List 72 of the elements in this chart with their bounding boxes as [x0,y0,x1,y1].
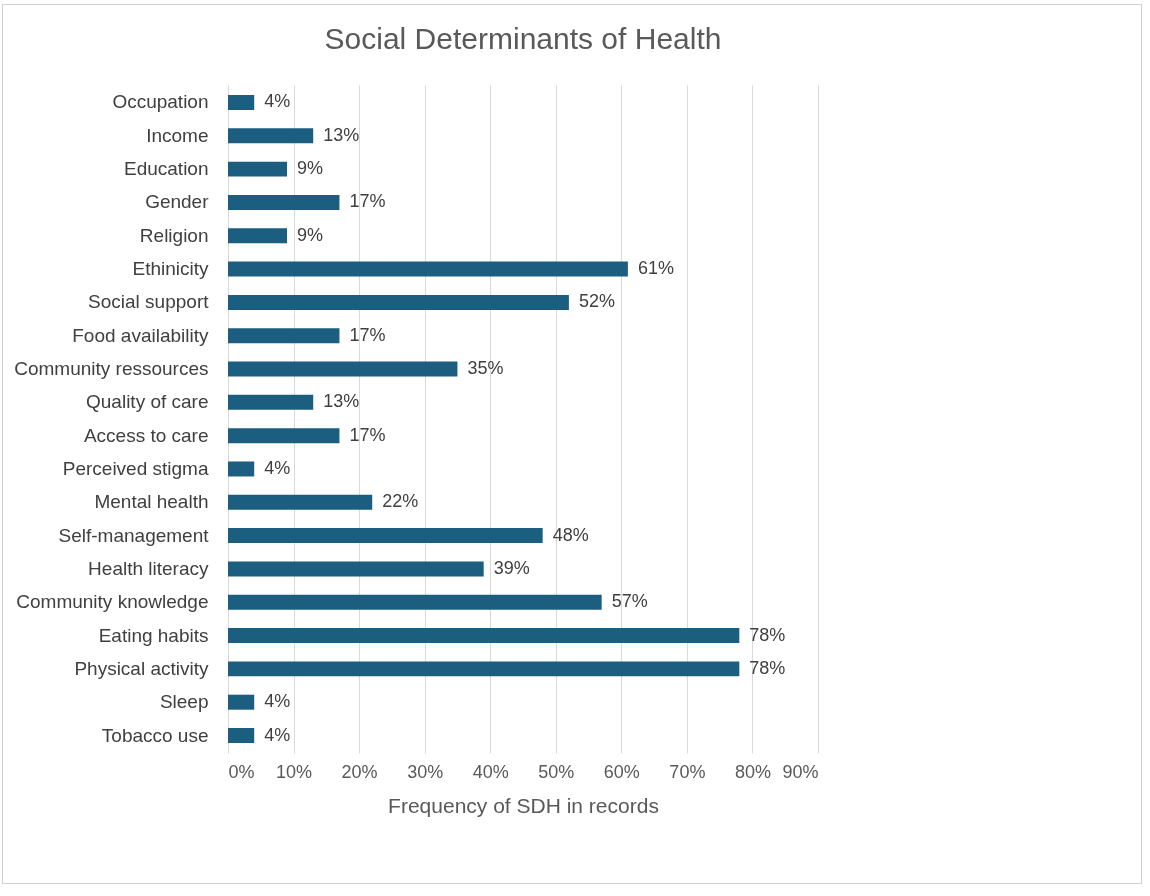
data-label: 22% [382,491,419,512]
bar [228,228,287,244]
data-label: 17% [349,191,386,212]
x-tick-label: 20% [341,761,378,782]
data-label: 17% [349,324,386,345]
bar [228,628,740,644]
y-tick-label: Occupation [112,91,209,113]
data-label: 61% [637,258,674,279]
bar [228,428,340,444]
bar [228,161,287,177]
y-tick-label: Social support [88,291,210,313]
y-tick-label: Sleep [159,691,209,713]
y-tick-label: Community knowledge [16,591,209,613]
x-tick-label: 80% [734,761,771,782]
bar [228,728,255,743]
data-label: 78% [749,657,786,678]
bar [228,461,255,477]
y-tick-label: Gender [145,191,210,213]
data-label: 39% [493,557,530,578]
data-label: 9% [297,158,324,179]
y-tick-label: Tobacco use [101,724,209,746]
bar [228,528,543,544]
x-tick-label: 90% [782,761,819,782]
chart-title: Social Determinants of Health [324,22,722,55]
bar [228,361,458,377]
x-tick-label: 40% [472,761,509,782]
bar [228,128,314,144]
data-label: 78% [749,624,786,645]
data-label: 52% [578,291,615,312]
bar [228,594,602,610]
y-tick-label: Education [123,158,209,180]
x-tick-label: 70% [669,761,706,782]
data-label: 4% [264,457,291,478]
bar [228,194,340,210]
y-tick-label: Physical activity [74,657,209,679]
y-tick-label: Religion [139,224,209,246]
y-tick-label: Community ressources [14,358,209,380]
x-axis-title: Frequency of SDH in records [388,793,659,817]
data-label: 4% [264,91,291,112]
bar [228,261,628,277]
y-tick-label: Self-management [58,524,210,546]
y-tick-label: Perceived stigma [62,457,209,479]
y-tick-label: Ethinicity [132,258,209,280]
data-label: 35% [467,358,504,379]
x-tick-label: 10% [276,761,313,782]
bar [228,561,484,577]
x-tick-label: 50% [538,761,575,782]
data-label: 4% [264,724,291,745]
y-tick-label: Mental health [94,491,209,513]
y-tick-label: Income [146,124,209,146]
data-label: 13% [323,124,360,145]
data-label: 9% [297,224,324,245]
bar [228,694,255,710]
bar [228,661,740,677]
y-tick-label: Eating habits [98,624,209,646]
data-label: 4% [264,691,291,712]
bar [228,294,569,310]
bar [228,95,255,110]
x-tick-label: 0% [228,761,255,782]
y-tick-label: Access to care [83,424,209,446]
y-tick-label: Quality of care [86,391,209,413]
x-tick-label: 60% [603,761,640,782]
data-label: 57% [611,591,648,612]
bar [228,328,340,344]
y-tick-label: Food availability [72,324,209,346]
x-tick-label: 30% [407,761,444,782]
data-label: 17% [349,424,386,445]
bar [228,494,373,510]
bar [228,394,314,410]
data-label: 48% [552,524,589,545]
y-tick-label: Health literacy [88,557,209,579]
data-label: 13% [323,391,360,412]
